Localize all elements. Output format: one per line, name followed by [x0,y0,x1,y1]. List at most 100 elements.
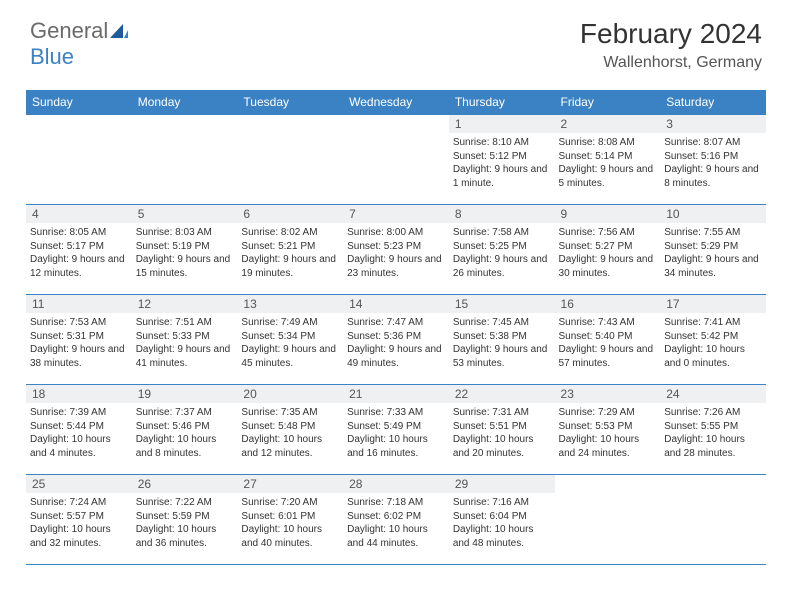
day-number: 6 [237,205,343,223]
title-block: February 2024 Wallenhorst, Germany [580,18,762,72]
sunset-text: Sunset: 5:33 PM [136,330,234,344]
day-cell [132,115,238,205]
day-number: 10 [660,205,766,223]
day-number: 9 [555,205,661,223]
sunset-text: Sunset: 5:49 PM [347,420,445,434]
day-number: 20 [237,385,343,403]
logo: General Blue [30,18,128,70]
day-cell [26,115,132,205]
sunset-text: Sunset: 5:40 PM [559,330,657,344]
day-header-row: Sunday Monday Tuesday Wednesday Thursday… [26,90,766,115]
week-row: 25 Sunrise: 7:24 AMSunset: 5:57 PMDayligh… [26,475,766,565]
day-number [237,115,343,133]
day-info: Sunrise: 7:45 AMSunset: 5:38 PMDaylight:… [449,313,555,373]
daylight-text: Daylight: 10 hours and 0 minutes. [664,343,762,370]
daylight-text: Daylight: 9 hours and 5 minutes. [559,163,657,190]
daylight-text: Daylight: 10 hours and 16 minutes. [347,433,445,460]
day-cell: 9Sunrise: 7:56 AMSunset: 5:27 PMDaylight… [555,205,661,295]
day-header-mon: Monday [132,90,238,115]
day-info: Sunrise: 7:43 AMSunset: 5:40 PMDaylight:… [555,313,661,373]
logo-text-blue: Blue [30,44,74,69]
day-info: Sunrise: 8:10 AMSunset: 5:12 PMDaylight:… [449,133,555,193]
sunrise-text: Sunrise: 7:24 AM [30,496,128,510]
day-number: 28 [343,475,449,493]
day-info: Sunrise: 7:33 AMSunset: 5:49 PMDaylight:… [343,403,449,463]
day-number: 14 [343,295,449,313]
daylight-text: Daylight: 9 hours and 15 minutes. [136,253,234,280]
month-title: February 2024 [580,18,762,50]
day-number: 25 [26,475,132,493]
day-cell: 16Sunrise: 7:43 AMSunset: 5:40 PMDayligh… [555,295,661,385]
sunset-text: Sunset: 5:31 PM [30,330,128,344]
sunset-text: Sunset: 5:27 PM [559,240,657,254]
daylight-text: Daylight: 10 hours and 28 minutes. [664,433,762,460]
day-number [343,115,449,133]
day-number: 4 [26,205,132,223]
day-cell: 23Sunrise: 7:29 AMSunset: 5:53 PMDayligh… [555,385,661,475]
sunrise-text: Sunrise: 7:37 AM [136,406,234,420]
sunset-text: Sunset: 5:36 PM [347,330,445,344]
daylight-text: Daylight: 10 hours and 12 minutes. [241,433,339,460]
day-number: 21 [343,385,449,403]
sunrise-text: Sunrise: 7:31 AM [453,406,551,420]
daylight-text: Daylight: 10 hours and 32 minutes. [30,523,128,550]
daylight-text: Daylight: 10 hours and 20 minutes. [453,433,551,460]
day-cell: 4Sunrise: 8:05 AMSunset: 5:17 PMDaylight… [26,205,132,295]
day-cell: 12Sunrise: 7:51 AMSunset: 5:33 PMDayligh… [132,295,238,385]
day-info: Sunrise: 7:41 AMSunset: 5:42 PMDaylight:… [660,313,766,373]
day-cell: 5Sunrise: 8:03 AMSunset: 5:19 PMDaylight… [132,205,238,295]
sunrise-text: Sunrise: 8:05 AM [30,226,128,240]
sunset-text: Sunset: 5:57 PM [30,510,128,524]
day-cell: 11Sunrise: 7:53 AMSunset: 5:31 PMDayligh… [26,295,132,385]
sunrise-text: Sunrise: 8:00 AM [347,226,445,240]
sunrise-text: Sunrise: 7:20 AM [241,496,339,510]
week-row: 11Sunrise: 7:53 AMSunset: 5:31 PMDayligh… [26,295,766,385]
day-info: Sunrise: 7:56 AMSunset: 5:27 PMDaylight:… [555,223,661,283]
daylight-text: Daylight: 9 hours and 19 minutes. [241,253,339,280]
header: General Blue February 2024 Wallenhorst, … [0,0,792,80]
sunset-text: Sunset: 5:59 PM [136,510,234,524]
sunset-text: Sunset: 5:53 PM [559,420,657,434]
day-info: Sunrise: 7:26 AMSunset: 5:55 PMDaylight:… [660,403,766,463]
day-cell: 26Sunrise: 7:22 AMSunset: 5:59 PMDayligh… [132,475,238,565]
day-number: 13 [237,295,343,313]
daylight-text: Daylight: 9 hours and 38 minutes. [30,343,128,370]
day-cell: 18Sunrise: 7:39 AMSunset: 5:44 PMDayligh… [26,385,132,475]
sunrise-text: Sunrise: 8:03 AM [136,226,234,240]
week-row: 18Sunrise: 7:39 AMSunset: 5:44 PMDayligh… [26,385,766,475]
day-number: 24 [660,385,766,403]
sunrise-text: Sunrise: 7:35 AM [241,406,339,420]
sunset-text: Sunset: 5:25 PM [453,240,551,254]
sunset-text: Sunset: 5:48 PM [241,420,339,434]
sunset-text: Sunset: 5:42 PM [664,330,762,344]
day-number [26,115,132,133]
day-number: 17 [660,295,766,313]
daylight-text: Daylight: 10 hours and 24 minutes. [559,433,657,460]
sunrise-text: Sunrise: 7:45 AM [453,316,551,330]
sunset-text: Sunset: 5:34 PM [241,330,339,344]
day-cell: 1Sunrise: 8:10 AMSunset: 5:12 PMDaylight… [449,115,555,205]
day-cell [237,115,343,205]
sunrise-text: Sunrise: 8:02 AM [241,226,339,240]
day-number [132,115,238,133]
sunrise-text: Sunrise: 8:10 AM [453,136,551,150]
daylight-text: Daylight: 9 hours and 1 minute. [453,163,551,190]
day-number: 16 [555,295,661,313]
day-cell: 15Sunrise: 7:45 AMSunset: 5:38 PMDayligh… [449,295,555,385]
sunset-text: Sunset: 5:16 PM [664,150,762,164]
day-info: Sunrise: 7:22 AMSunset: 5:59 PMDaylight:… [132,493,238,553]
daylight-text: Daylight: 10 hours and 8 minutes. [136,433,234,460]
day-header-sun: Sunday [26,90,132,115]
day-cell: 13Sunrise: 7:49 AMSunset: 5:34 PMDayligh… [237,295,343,385]
calendar-body: 1Sunrise: 8:10 AMSunset: 5:12 PMDaylight… [26,115,766,565]
sunrise-text: Sunrise: 7:55 AM [664,226,762,240]
daylight-text: Daylight: 9 hours and 34 minutes. [664,253,762,280]
sunrise-text: Sunrise: 7:33 AM [347,406,445,420]
day-number: 7 [343,205,449,223]
sunrise-text: Sunrise: 8:08 AM [559,136,657,150]
daylight-text: Daylight: 9 hours and 26 minutes. [453,253,551,280]
day-cell [555,475,661,565]
daylight-text: Daylight: 10 hours and 4 minutes. [30,433,128,460]
daylight-text: Daylight: 9 hours and 8 minutes. [664,163,762,190]
day-info: Sunrise: 7:37 AMSunset: 5:46 PMDaylight:… [132,403,238,463]
